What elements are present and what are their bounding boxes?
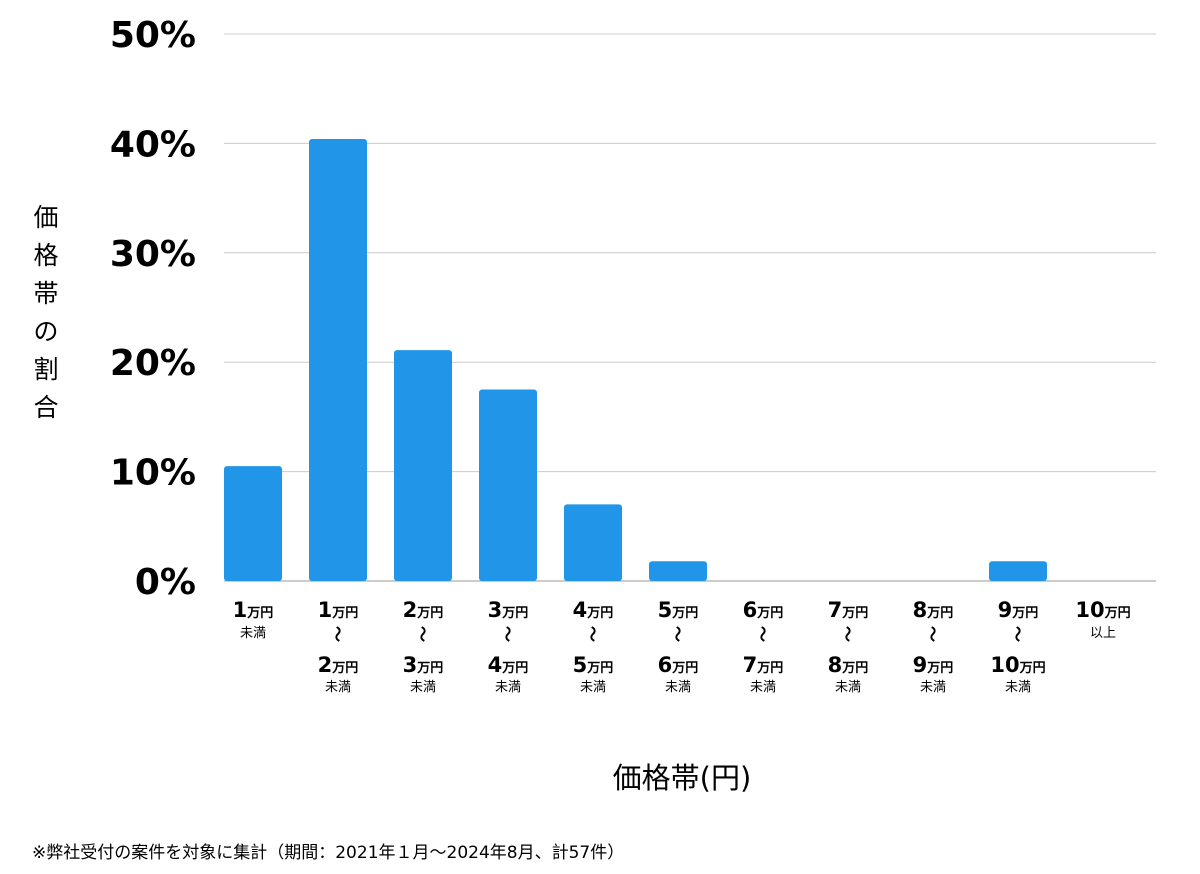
y-tick-label: 40% bbox=[110, 124, 196, 165]
category-label-to: 4万円 bbox=[488, 653, 529, 677]
bar bbox=[394, 350, 452, 581]
category-label-from: 2万円 bbox=[403, 598, 444, 622]
bar bbox=[989, 561, 1047, 581]
category-range-separator: ～ bbox=[753, 626, 772, 642]
category-label-to: 6万円 bbox=[658, 653, 699, 677]
category-range-separator: ～ bbox=[328, 626, 347, 642]
x-axis-categories: 1万円未満1万円～2万円未満2万円～3万円未満3万円～4万円未満4万円～5万円未… bbox=[233, 598, 1131, 695]
category-label-to: 9万円 bbox=[913, 653, 954, 677]
category-note: 未満 bbox=[410, 680, 436, 695]
category-label-to: 3万円 bbox=[403, 653, 444, 677]
y-tick-label: 0% bbox=[135, 562, 196, 603]
y-tick-label: 50% bbox=[110, 15, 196, 56]
category-range-separator: ～ bbox=[583, 626, 602, 642]
bar bbox=[649, 561, 707, 581]
category-label-from: 1万円 bbox=[318, 598, 359, 622]
category-label-from: 3万円 bbox=[488, 598, 529, 622]
bar bbox=[564, 504, 622, 581]
category-label-from: 8万円 bbox=[913, 598, 954, 622]
category-note: 未満 bbox=[665, 680, 691, 695]
y-axis-ticks: 0% 10% 20% 30% 40% 50% bbox=[110, 15, 196, 603]
category-range-separator: ～ bbox=[498, 626, 517, 642]
x-axis-label: 価格帯(円) bbox=[613, 761, 752, 795]
category-range-separator: ～ bbox=[668, 626, 687, 642]
category-label-from: 7万円 bbox=[828, 598, 869, 622]
y-tick-label: 30% bbox=[110, 234, 196, 275]
category-note: 未満 bbox=[920, 680, 946, 695]
category-note: 未満 bbox=[835, 680, 861, 695]
bar bbox=[224, 466, 282, 581]
category-label-from: 4万円 bbox=[573, 598, 614, 622]
category-label-from: 10万円 bbox=[1075, 598, 1130, 622]
y-axis-label: 価格帯の割合 bbox=[33, 203, 58, 422]
y-tick-label: 10% bbox=[110, 453, 196, 494]
category-range-separator: ～ bbox=[923, 626, 942, 642]
bar bbox=[479, 389, 537, 581]
category-range-separator: ～ bbox=[413, 626, 432, 642]
category-range-separator: ～ bbox=[838, 626, 857, 642]
category-note: 未満 bbox=[240, 626, 266, 641]
y-tick-label: 20% bbox=[110, 343, 196, 384]
category-note: 以上 bbox=[1090, 626, 1116, 641]
category-label-to: 7万円 bbox=[743, 653, 784, 677]
category-label-to: 10万円 bbox=[990, 653, 1045, 677]
bar bbox=[309, 139, 367, 582]
category-label-to: 8万円 bbox=[828, 653, 869, 677]
category-label-from: 6万円 bbox=[743, 598, 784, 622]
category-note: 未満 bbox=[750, 680, 776, 695]
category-note: 未満 bbox=[495, 680, 521, 695]
category-label-to: 5万円 bbox=[573, 653, 614, 677]
category-note: 未満 bbox=[325, 680, 351, 695]
category-label-from: 9万円 bbox=[998, 598, 1039, 622]
bars bbox=[224, 139, 1047, 582]
footnote: ※弊社受付の案件を対象に集計（期間：2021年１月～2024年8月、計57件） bbox=[32, 843, 625, 863]
category-note: 未満 bbox=[1005, 680, 1031, 695]
category-label-from: 1万円 bbox=[233, 598, 274, 622]
category-range-separator: ～ bbox=[1008, 626, 1027, 642]
category-note: 未満 bbox=[580, 680, 606, 695]
category-label-from: 5万円 bbox=[658, 598, 699, 622]
category-label-to: 2万円 bbox=[318, 653, 359, 677]
